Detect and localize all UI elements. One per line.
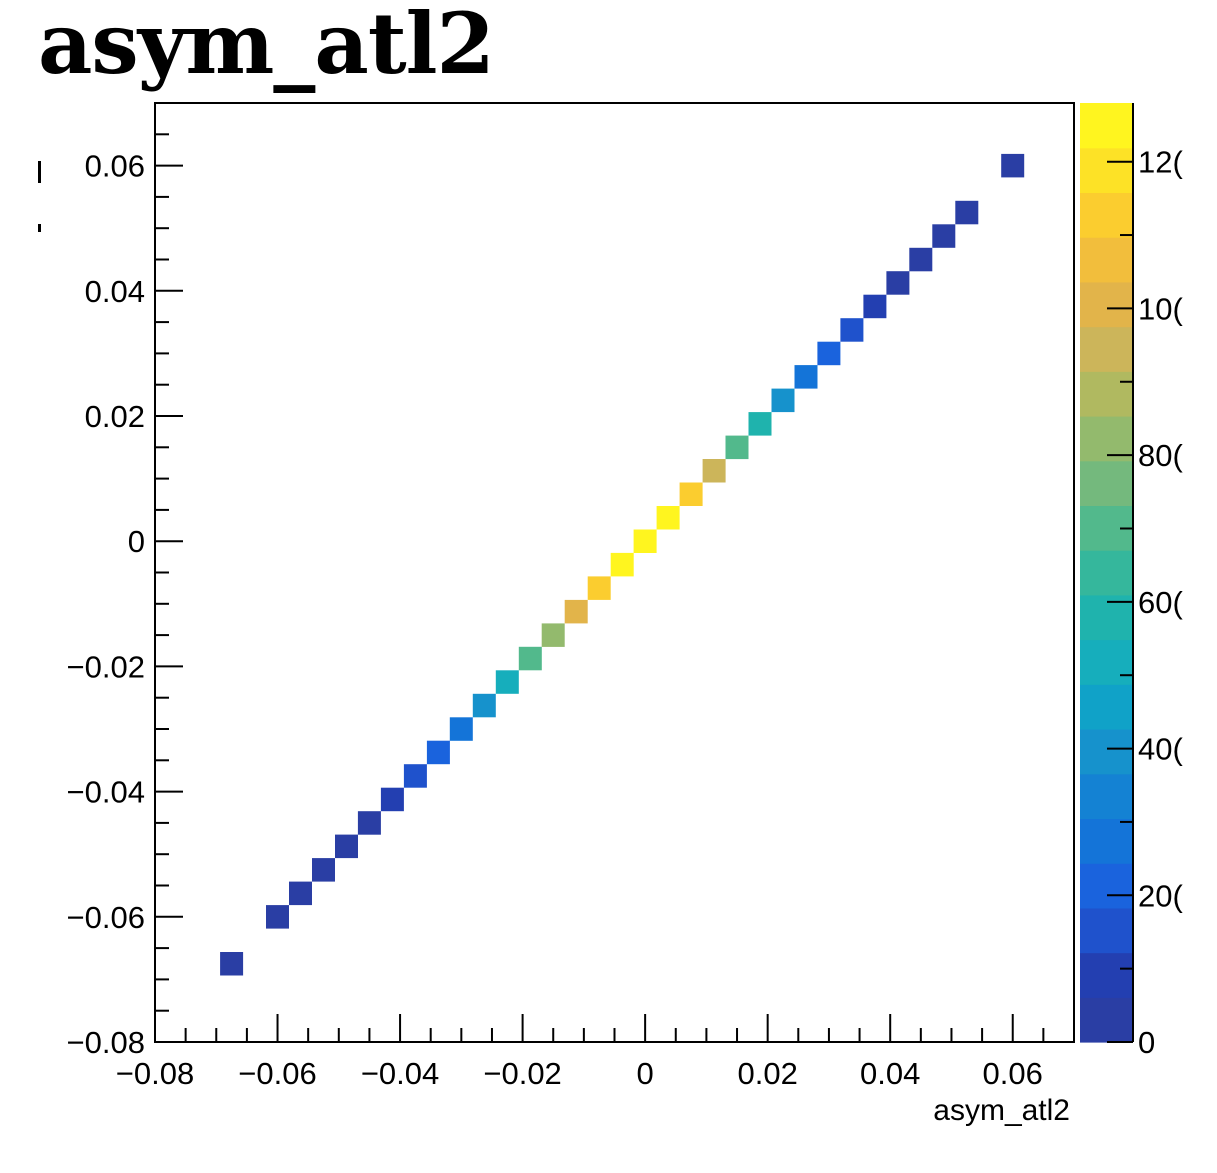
- heatmap-cell: [357, 811, 381, 835]
- color-scale-label: 60(: [1138, 585, 1183, 620]
- color-scale-segment: [1080, 550, 1133, 596]
- heatmap-cell: [633, 529, 657, 553]
- color-scale-label: 80(: [1138, 438, 1183, 473]
- heatmap-cell: [426, 740, 450, 765]
- x-axis-ticks: −0.08 −0.06 −0.04 −0.02 0 0.02 0.04 0.06: [116, 1014, 1075, 1091]
- color-scale-segment: [1080, 371, 1133, 417]
- heatmap-cell: [587, 576, 611, 600]
- heatmap-cell: [564, 599, 588, 624]
- heatmap-cell: [495, 670, 519, 694]
- y-tick-label: −0.06: [67, 900, 145, 935]
- y-tick-label: 0.02: [85, 399, 145, 434]
- color-scale-segment: [1080, 237, 1133, 283]
- x-tick-label: −0.06: [238, 1056, 316, 1091]
- color-scale-segment: [1080, 818, 1133, 864]
- y-tick-label: 0.04: [85, 274, 145, 309]
- heatmap-cell: [794, 365, 818, 389]
- color-scale-segment: [1080, 639, 1133, 685]
- color-scale-segment: [1080, 997, 1133, 1043]
- heatmap-cell: [289, 881, 312, 906]
- heatmap-cell: [679, 482, 703, 506]
- heatmap-cell: [886, 271, 910, 295]
- x-axis-title: asym_atl2: [933, 1094, 1070, 1127]
- color-scale-segment: [1080, 460, 1133, 507]
- y-tick-label: 0.06: [85, 149, 145, 184]
- color-scale-segment: [1080, 103, 1133, 149]
- heatmap-cell: [656, 506, 680, 530]
- heatmap-cell: [817, 341, 841, 366]
- heatmap-cell: [702, 459, 726, 483]
- color-scale-label: 10(: [1138, 291, 1183, 326]
- x-tick-label: 0.06: [983, 1056, 1043, 1091]
- heatmap-cell: [266, 905, 289, 929]
- heatmap-cell: [610, 552, 634, 577]
- heatmap-cell: [863, 294, 887, 319]
- color-scale-segment: [1080, 952, 1133, 998]
- heatmap-cell: [449, 717, 473, 741]
- color-scale-segment: [1080, 147, 1133, 194]
- heatmap-cell: [518, 646, 542, 671]
- y-axis-title-fragment: [38, 161, 41, 183]
- heatmap-cell: [725, 435, 749, 460]
- heatmap-cell: [932, 224, 956, 248]
- color-scale-segment: [1080, 281, 1133, 328]
- heatmap-cell: [541, 623, 565, 647]
- heatmap-cell: [472, 693, 496, 718]
- color-scale-segment: [1080, 907, 1133, 954]
- heatmap-cell: [335, 834, 358, 859]
- y-tick-label: −0.04: [67, 775, 145, 810]
- color-scale-segment: [1080, 863, 1133, 909]
- heatmap-cell: [909, 247, 933, 272]
- color-scale-ticks: 0 20( 40( 60( 80( 10( 12(: [1107, 103, 1183, 1060]
- color-scale-label: 12(: [1138, 145, 1183, 180]
- heatmap-cell: [955, 200, 979, 225]
- y-tick-label: −0.08: [67, 1025, 145, 1060]
- y-tick-label: −0.02: [67, 649, 145, 684]
- color-scale-segment: [1080, 684, 1133, 730]
- heatmap-cells: [220, 153, 1025, 976]
- heatmap-cell: [1001, 153, 1025, 178]
- x-tick-label: −0.08: [116, 1056, 194, 1091]
- heatmap-cell: [748, 412, 772, 436]
- heatmap-cell: [403, 764, 427, 788]
- color-scale-segment: [1080, 192, 1133, 238]
- y-tick-label: 0: [128, 524, 145, 559]
- color-scale-label: 40(: [1138, 732, 1183, 767]
- heatmap-cell: [840, 318, 864, 342]
- heatmap-cell: [380, 787, 404, 812]
- heatmap-cell: [771, 388, 795, 413]
- plot-frame: [154, 102, 1075, 1043]
- x-tick-label: 0: [637, 1056, 654, 1091]
- color-scale-segment: [1080, 729, 1133, 775]
- color-scale-label: 0: [1138, 1025, 1155, 1060]
- x-tick-label: 0.02: [737, 1056, 797, 1091]
- y-axis-title-fragment: [38, 224, 41, 232]
- color-scale-segment: [1080, 326, 1133, 372]
- x-tick-label: 0.04: [860, 1056, 920, 1091]
- x-tick-label: −0.04: [361, 1056, 439, 1091]
- x-tick-label: −0.02: [483, 1056, 561, 1091]
- page-title: asym_atl2: [38, 0, 495, 93]
- y-axis-ticks: −0.08 −0.06 −0.04 −0.02 0 0.02 0.04 0.06: [67, 102, 183, 1060]
- heatmap-cell: [220, 952, 244, 976]
- color-scale-bar: [1080, 103, 1133, 1043]
- color-scale-label: 20(: [1138, 878, 1183, 913]
- color-scale-segment: [1080, 416, 1133, 462]
- heatmap-cell: [312, 858, 335, 882]
- color-scale-segment: [1080, 773, 1133, 820]
